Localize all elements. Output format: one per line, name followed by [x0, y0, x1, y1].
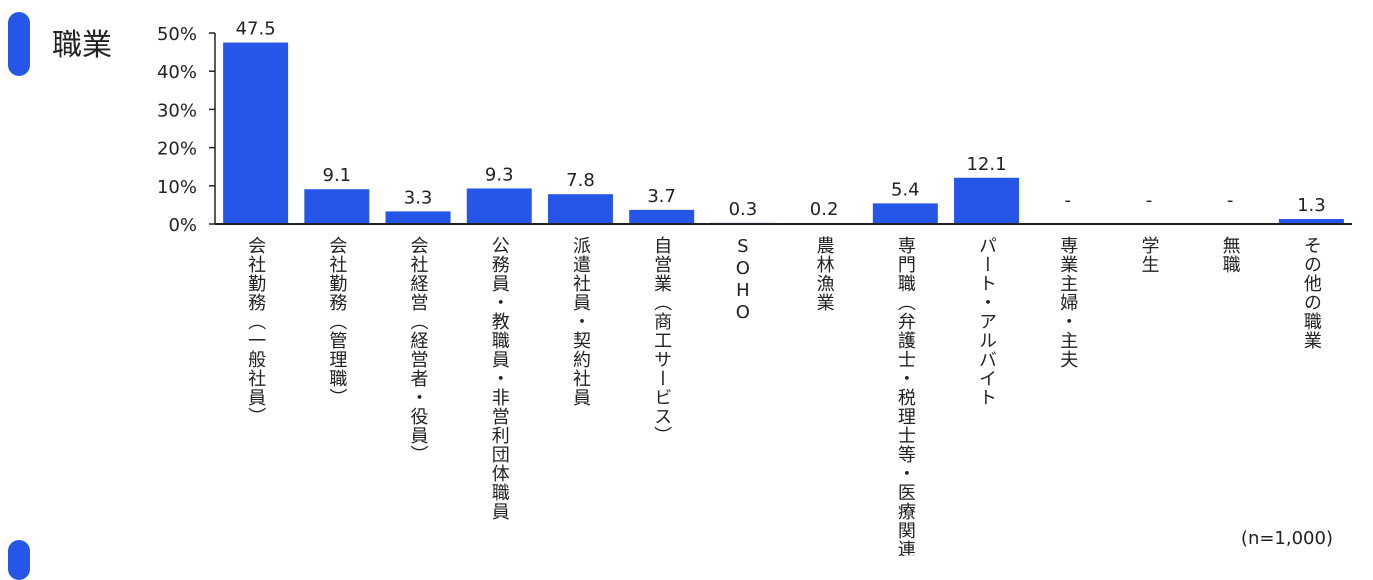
bar-value-label: -: [1227, 190, 1234, 211]
category-label: 無職: [1220, 236, 1241, 274]
y-tick-label: 40%: [157, 62, 197, 83]
bar-value-label: 1.3: [1297, 195, 1326, 216]
category-label: 会社勤務（一般社員）: [245, 236, 266, 426]
y-tick-label: 50%: [157, 24, 197, 45]
bar: [954, 177, 1020, 224]
bar-value-label: 9.3: [485, 164, 514, 185]
section-marker: [8, 12, 30, 76]
y-tick-label: 0%: [168, 215, 197, 236]
sample-size-note: (n=1,000): [1240, 528, 1333, 549]
bar-value-label: -: [1065, 190, 1072, 211]
category-label: パート・アルバイト: [976, 236, 997, 407]
category-label: 学生: [1138, 236, 1159, 274]
category-label: 専門職（弁護士・税理士等・医療関連）: [895, 236, 916, 556]
bar-value-label: -: [1146, 190, 1153, 211]
bar-value-label: 12.1: [966, 154, 1006, 175]
category-label: 会社経営（経営者・役員）: [408, 236, 429, 464]
category-label: 自営業（商工サービス）: [651, 236, 672, 445]
bar: [466, 188, 532, 224]
bar-value-label: 3.7: [647, 186, 676, 207]
y-tick-label: 30%: [157, 100, 197, 121]
category-label: その他の職業: [1301, 236, 1322, 350]
bar: [223, 42, 289, 224]
bar-value-label: 0.3: [729, 199, 758, 220]
category-label: 公務員・教職員・非営利団体職員: [489, 236, 510, 521]
category-label: 専業主婦・主夫: [1057, 236, 1078, 369]
bar-value-label: 7.8: [566, 170, 595, 191]
bar: [629, 209, 695, 224]
bar: [547, 194, 613, 224]
bar-value-label: 9.1: [323, 165, 352, 186]
y-tick-label: 10%: [157, 177, 197, 198]
bar: [872, 203, 938, 224]
bar: [304, 189, 370, 224]
bar-value-label: 5.4: [891, 179, 920, 200]
bar: [1278, 219, 1344, 224]
bar-value-label: 3.3: [404, 187, 433, 208]
category-label: 派遣社員・契約社員: [570, 236, 591, 407]
category-label: 会社勤務（管理職）: [326, 236, 347, 407]
section-title: 職業: [52, 28, 112, 63]
y-tick-label: 20%: [157, 139, 197, 160]
bar: [385, 211, 451, 224]
category-label: SOHO: [732, 236, 753, 324]
next-section-marker: [8, 540, 30, 580]
occupation-bar-chart: 0% 10% 20% 30% 40% 50% 47.5 9.1 3.3 9.3 7.8 3.7 0.3…: [157, 19, 1352, 556]
bar-value-label: 0.2: [810, 199, 839, 220]
category-label: 農林漁業: [814, 236, 835, 312]
bar-value-label: 47.5: [236, 19, 276, 40]
